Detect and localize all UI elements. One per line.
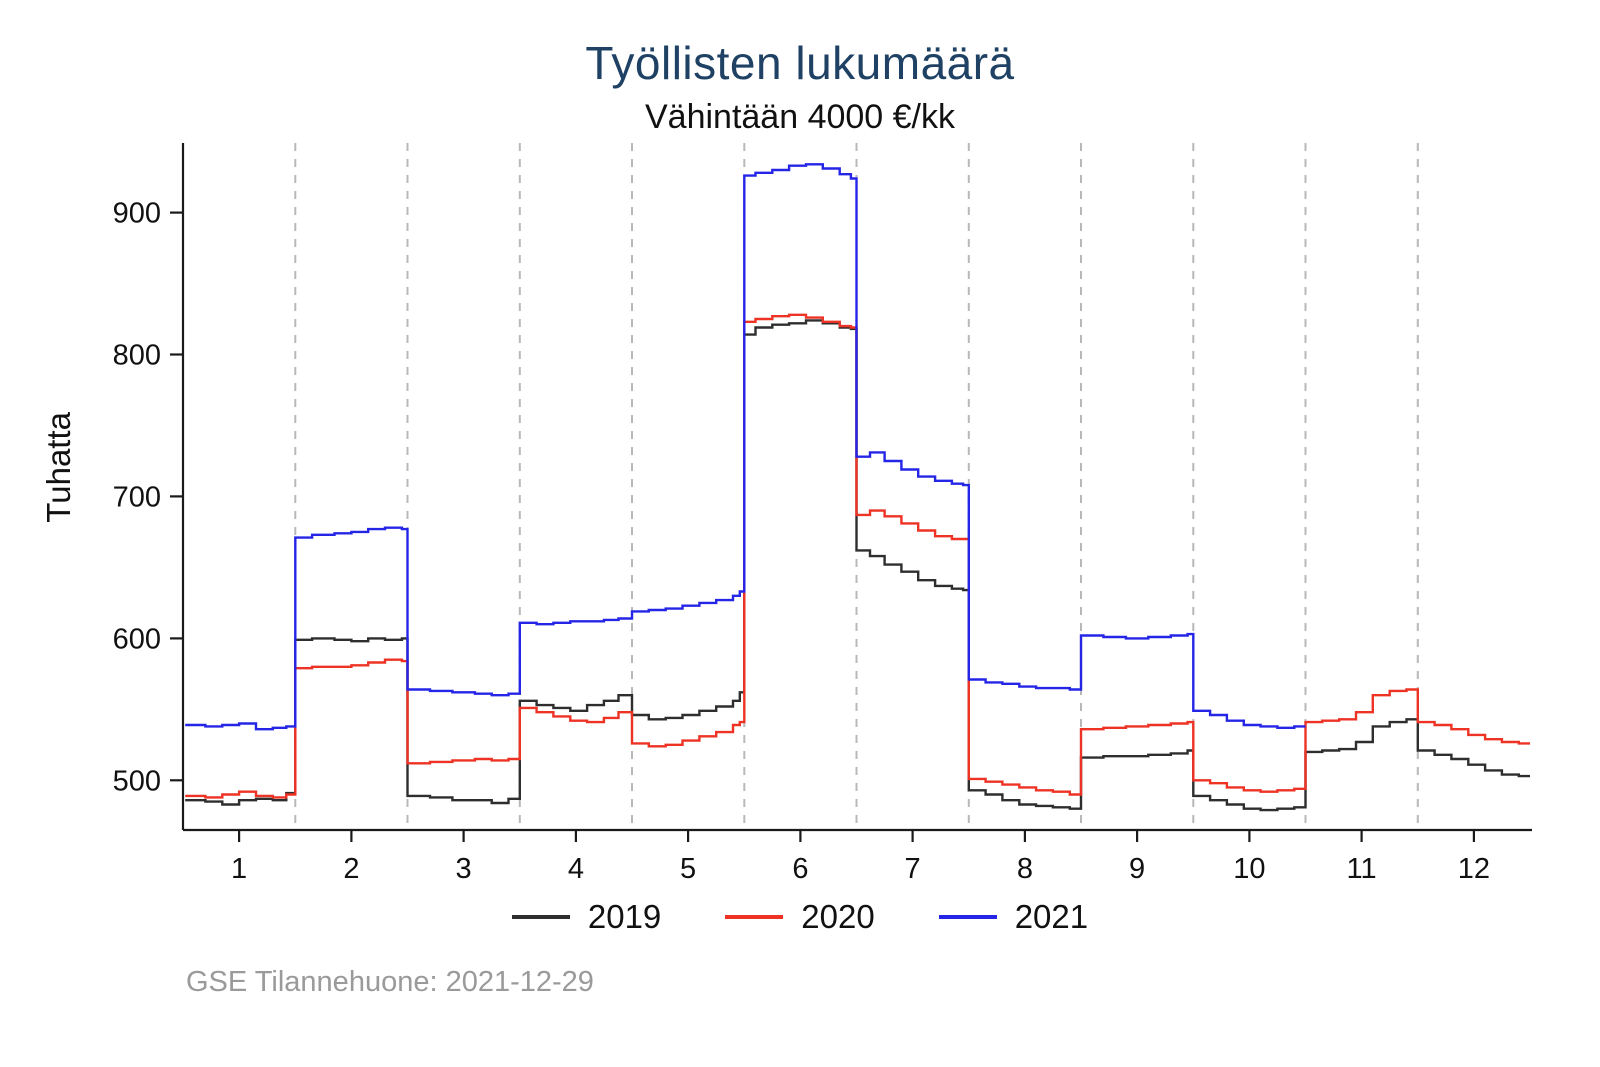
chart-legend: 2019 2020 2021 <box>0 898 1600 936</box>
series-line-2020 <box>185 313 1530 799</box>
y-tick-label: 700 <box>113 481 161 513</box>
x-tick-label: 12 <box>1458 853 1490 885</box>
legend-label-2019: 2019 <box>587 898 662 935</box>
y-tick-label: 600 <box>113 623 161 655</box>
x-tick-label: 10 <box>1233 853 1265 885</box>
x-tick-label: 8 <box>1017 853 1033 885</box>
x-tick-label: 3 <box>456 853 472 885</box>
y-tick-label: 500 <box>113 765 161 797</box>
x-tick-label: 11 <box>1347 853 1377 885</box>
chart-subtitle: Vähintään 4000 €/kk <box>644 98 956 136</box>
y-tick-label: 800 <box>113 340 161 372</box>
legend-line-swatch-2019 <box>511 915 570 919</box>
x-tick-label: 4 <box>568 853 584 885</box>
legend-item-2019: 2019 <box>511 898 662 936</box>
y-tick-label: 900 <box>113 198 161 230</box>
legend-item-2021: 2021 <box>938 898 1089 936</box>
legend-line-swatch-2020 <box>725 915 784 919</box>
x-tick-label: 7 <box>905 853 921 885</box>
x-tick-label: 6 <box>792 853 808 885</box>
x-tick-label: 2 <box>343 853 359 885</box>
legend-line-swatch-2021 <box>938 915 997 919</box>
legend-label-2020: 2020 <box>801 898 875 935</box>
series-line-2019 <box>185 319 1530 812</box>
y-axis-label: Tuhatta <box>40 412 77 523</box>
chart-title: Työllisten lukumäärä <box>585 37 1015 89</box>
legend-item-2020: 2020 <box>725 898 875 936</box>
x-tick-label: 1 <box>231 853 247 885</box>
legend-label-2021: 2021 <box>1014 898 1089 935</box>
x-tick-label: 9 <box>1129 853 1145 885</box>
source-note: GSE Tilannehuone: 2021-12-29 <box>186 966 594 998</box>
series-line-2021 <box>185 163 1306 731</box>
x-tick-label: 5 <box>680 853 696 885</box>
